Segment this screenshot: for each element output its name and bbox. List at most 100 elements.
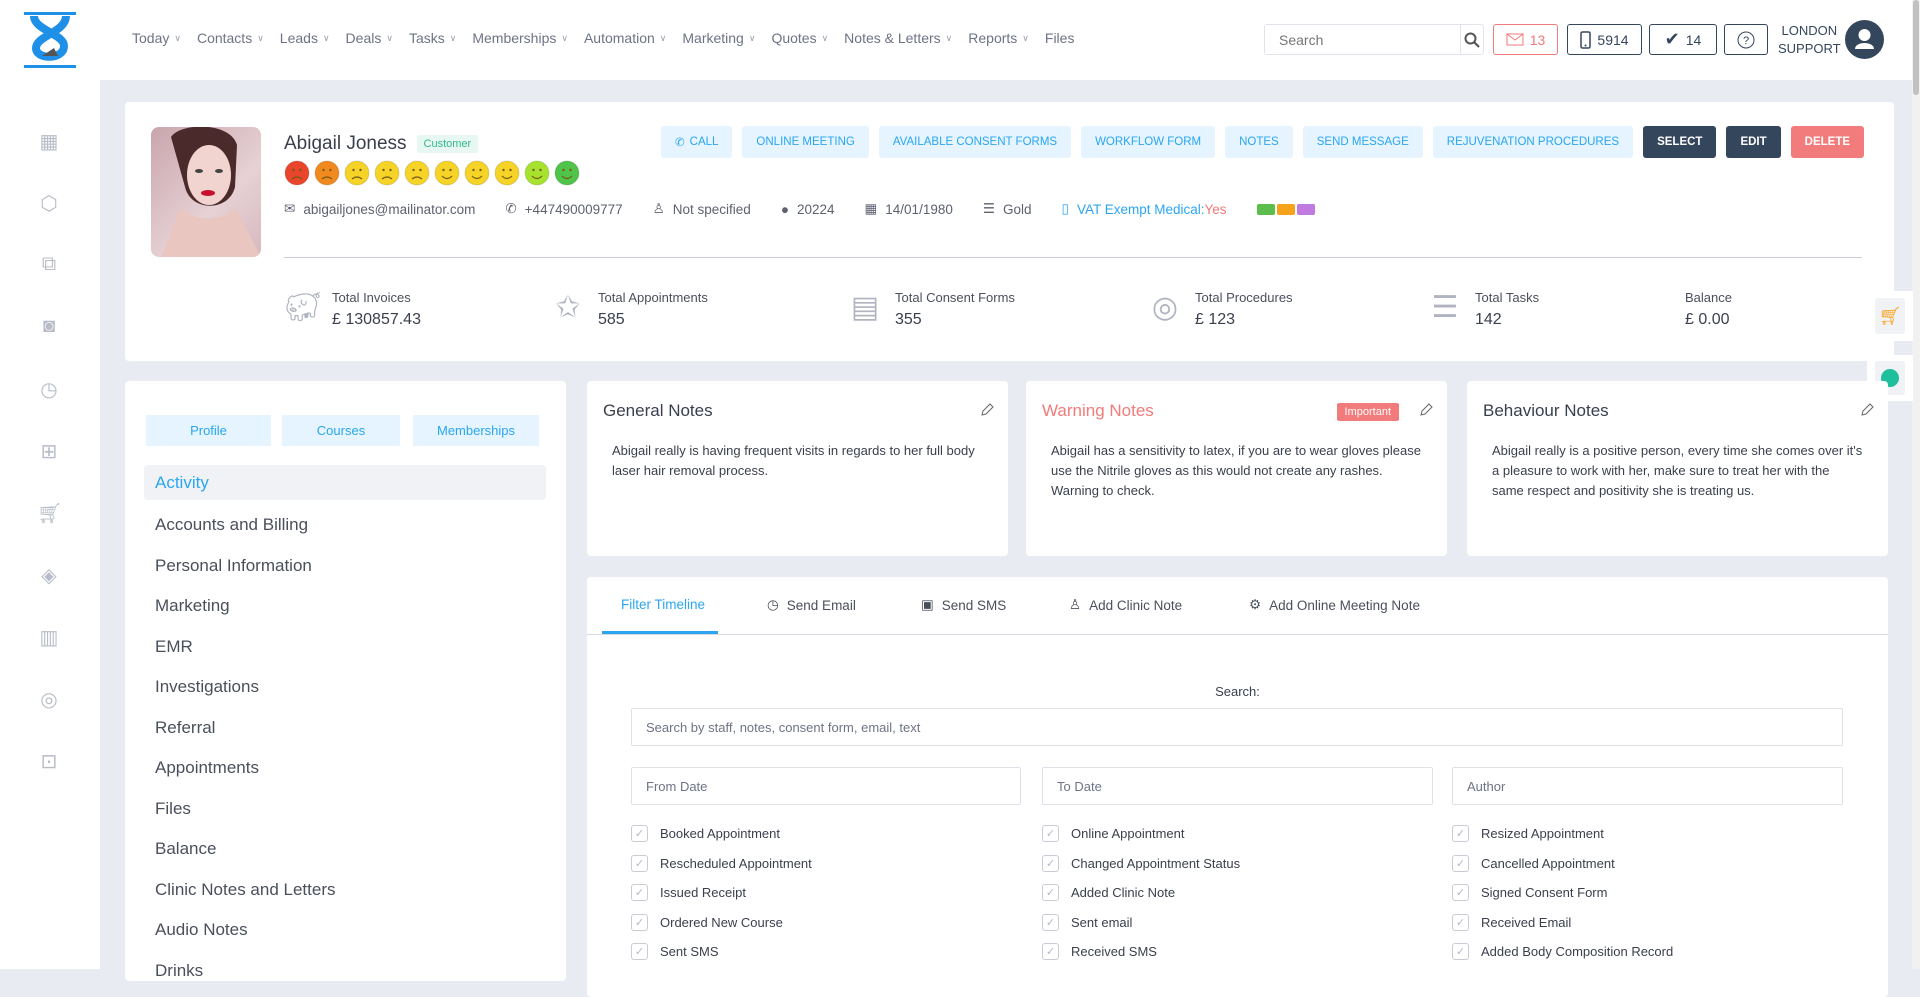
color-tag[interactable] xyxy=(1276,203,1295,215)
online-meeting-button[interactable]: ONLINE MEETING xyxy=(742,126,869,158)
filter-checkbox[interactable]: ✓ Booked Appointment xyxy=(631,825,780,842)
tab-send-email[interactable]: ◷ Send Email xyxy=(767,597,856,613)
select-button[interactable]: SELECT xyxy=(1643,126,1717,158)
filter-checkbox[interactable]: ✓ Resized Appointment xyxy=(1452,825,1604,842)
filter-checkbox[interactable]: ✓ Rescheduled Appointment xyxy=(631,854,812,872)
nav-item[interactable]: Quotes ∨ xyxy=(771,30,828,46)
timeline-search-input[interactable] xyxy=(631,708,1843,746)
rating-face-icon[interactable] xyxy=(434,160,460,186)
menu-item[interactable]: Drinks xyxy=(155,960,204,980)
menu-item[interactable]: Clinic Notes and Letters xyxy=(155,879,336,899)
rating-face-icon[interactable] xyxy=(404,160,430,186)
mail-button[interactable]: 13 xyxy=(1493,24,1558,55)
box-icon[interactable]: ⬡ xyxy=(40,193,58,215)
cart-icon[interactable]: 🛒︎ xyxy=(37,503,63,525)
tab-memberships[interactable]: Memberships xyxy=(413,415,539,446)
filter-checkbox[interactable]: ✓ Ordered New Course xyxy=(631,913,783,931)
call-button[interactable]: ✆ CALL xyxy=(661,126,733,158)
search-input[interactable] xyxy=(1265,25,1460,54)
tab-add-online-meeting-note[interactable]: ⚙ Add Online Meeting Note xyxy=(1249,597,1420,613)
nav-item[interactable]: Today ∨ xyxy=(132,30,181,46)
filter-checkbox[interactable]: ✓ Issued Receipt xyxy=(631,884,746,901)
lock-icon[interactable]: ⊡ xyxy=(40,751,58,773)
filter-checkbox[interactable]: ✓ Sent SMS xyxy=(631,943,719,960)
filter-checkbox[interactable]: ✓ Received SMS xyxy=(1042,943,1157,960)
menu-item[interactable]: Audio Notes xyxy=(155,920,248,940)
cart-float-button[interactable]: 🛒︎ xyxy=(1867,291,1913,341)
menu-item[interactable]: Files xyxy=(155,798,191,818)
menu-item[interactable]: Marketing xyxy=(155,596,230,616)
color-tag[interactable] xyxy=(1296,203,1315,215)
delete-button[interactable]: DELETE xyxy=(1790,126,1865,158)
menu-item[interactable]: Appointments xyxy=(155,758,259,778)
filter-checkbox[interactable]: ✓ Received Email xyxy=(1452,913,1571,931)
filter-checkbox[interactable]: ✓ Added Body Composition Record xyxy=(1452,943,1673,960)
calendar-icon[interactable]: ▦ xyxy=(39,131,59,153)
nav-item[interactable]: Memberships ∨ xyxy=(472,30,568,46)
phone-item[interactable]: ✆ +447490009777 xyxy=(505,201,622,217)
nav-item[interactable]: Contacts ∨ xyxy=(197,30,264,46)
tab-courses[interactable]: Courses xyxy=(282,415,400,446)
from-date-input[interactable] xyxy=(631,767,1021,805)
rating-face-icon[interactable] xyxy=(554,160,580,186)
menu-item[interactable]: Referral xyxy=(155,717,216,737)
user-avatar[interactable] xyxy=(1845,20,1884,59)
nav-item[interactable]: Reports ∨ xyxy=(968,30,1029,46)
nav-item[interactable]: Deals ∨ xyxy=(346,30,393,46)
rating-face-icon[interactable] xyxy=(314,160,340,186)
email-item[interactable]: ✉ abigailjones@mailinator.com xyxy=(284,201,475,217)
rating-face-icon[interactable] xyxy=(374,160,400,186)
menu-item[interactable]: EMR xyxy=(155,636,193,656)
menu-item[interactable]: Investigations xyxy=(155,677,259,697)
tab-send-sms[interactable]: ▣ Send SMS xyxy=(921,597,1006,613)
user-circle-icon[interactable]: ◎ xyxy=(40,689,58,711)
rating-face-icon[interactable] xyxy=(464,160,490,186)
help-button[interactable]: ? xyxy=(1724,24,1768,55)
filter-checkbox[interactable]: ✓ Signed Consent Form xyxy=(1452,884,1607,901)
search-button[interactable] xyxy=(1460,25,1483,54)
menu-item[interactable]: Balance xyxy=(155,839,217,859)
pencil-icon[interactable] xyxy=(980,403,994,417)
camera-icon[interactable]: ◙ xyxy=(42,315,56,337)
pencil-icon[interactable] xyxy=(1860,403,1874,417)
user-location[interactable]: LONDON SUPPORT xyxy=(1778,22,1841,58)
nav-item[interactable]: Marketing ∨ xyxy=(682,30,755,46)
send-message-button[interactable]: SEND MESSAGE xyxy=(1302,126,1423,158)
tab-profile[interactable]: Profile xyxy=(146,415,271,446)
notes-button[interactable]: NOTES xyxy=(1225,126,1293,158)
nav-item[interactable]: Tasks ∨ xyxy=(409,30,456,46)
filter-checkbox[interactable]: ✓ Cancelled Appointment xyxy=(1452,854,1615,872)
menu-item[interactable]: Activity xyxy=(144,465,546,500)
color-tag[interactable] xyxy=(1256,203,1275,215)
filter-checkbox[interactable]: ✓ Sent email xyxy=(1042,913,1132,931)
nav-item[interactable]: Notes & Letters ∨ xyxy=(844,30,952,46)
nav-item[interactable]: Files xyxy=(1045,30,1075,46)
rating-face-icon[interactable] xyxy=(284,160,310,186)
page-scrollbar[interactable] xyxy=(1912,0,1920,969)
filter-checkbox[interactable]: ✓ Online Appointment xyxy=(1042,825,1184,842)
rejuvenation-button[interactable]: REJUVENATION PROCEDURES xyxy=(1432,126,1634,158)
logo[interactable] xyxy=(24,12,76,68)
menu-item[interactable]: Accounts and Billing xyxy=(155,515,309,535)
vat-item[interactable]: ▯ VAT Exempt Medical:Yes xyxy=(1062,201,1227,217)
tasks-button[interactable]: ✔ 14 xyxy=(1649,24,1717,55)
history-icon[interactable]: ◷ xyxy=(40,379,58,401)
tab-add-clinic-note[interactable]: ♙ Add Clinic Note xyxy=(1069,597,1182,613)
nav-item[interactable]: Automation ∨ xyxy=(584,30,666,46)
copy-icon[interactable]: ⧉ xyxy=(41,253,57,275)
workflow-form-button[interactable]: WORKFLOW FORM xyxy=(1081,126,1216,158)
pencil-icon[interactable] xyxy=(1419,403,1433,417)
report-icon[interactable]: ▥ xyxy=(39,627,59,649)
edit-button[interactable]: EDIT xyxy=(1726,126,1781,158)
tab-filter-timeline[interactable]: Filter Timeline xyxy=(621,597,706,612)
nav-item[interactable]: Leads ∨ xyxy=(280,30,330,46)
rating-face-icon[interactable] xyxy=(524,160,550,186)
to-date-input[interactable] xyxy=(1042,767,1433,805)
author-input[interactable] xyxy=(1452,767,1843,805)
consent-forms-button[interactable]: AVAILABLE CONSENT FORMS xyxy=(878,126,1072,158)
rating-face-icon[interactable] xyxy=(344,160,370,186)
filter-checkbox[interactable]: ✓ Added Clinic Note xyxy=(1042,884,1175,901)
menu-item[interactable]: Personal Information xyxy=(155,555,312,575)
filter-checkbox[interactable]: ✓ Changed Appointment Status xyxy=(1042,854,1240,872)
phone-button[interactable]: 5914 xyxy=(1567,24,1642,55)
